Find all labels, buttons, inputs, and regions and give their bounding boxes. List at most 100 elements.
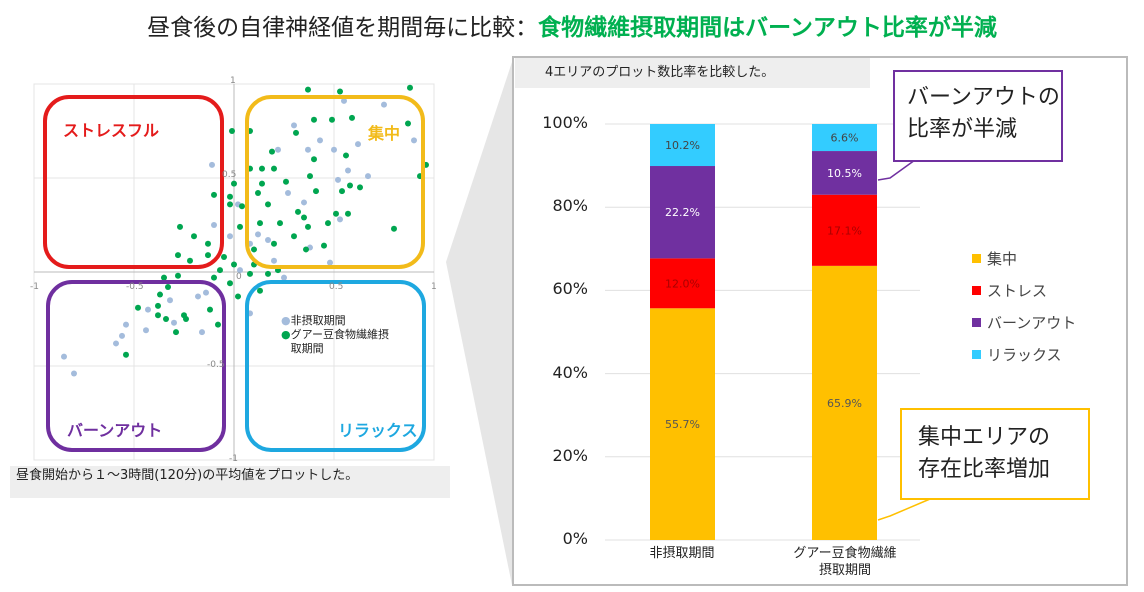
quadrant-concentration-box	[245, 95, 425, 269]
point-intake	[291, 233, 297, 240]
category-line: 非摂取期間	[649, 546, 715, 561]
y-tick: -1	[229, 454, 238, 464]
point-intake	[187, 257, 193, 264]
point-intake	[237, 223, 243, 230]
zoom-connector-shape	[446, 62, 512, 585]
point-intake	[217, 267, 223, 274]
data-label: 6.6%	[831, 132, 859, 145]
point-non-intake	[255, 231, 261, 238]
legend-swatch	[972, 349, 981, 359]
legend-item-relax: リラックス	[972, 338, 1076, 370]
point-non-intake	[195, 293, 201, 300]
point-non-intake	[291, 122, 297, 129]
y-tick: 0.5	[222, 170, 237, 180]
point-intake	[405, 120, 411, 127]
point-intake	[343, 152, 349, 159]
x-tick: -1	[30, 282, 39, 292]
point-non-intake	[301, 199, 307, 206]
point-intake	[333, 210, 339, 217]
legend-item-stress: ストレス	[972, 274, 1076, 306]
point-intake	[175, 272, 181, 279]
data-label: 22.2%	[665, 206, 700, 219]
callout-burnout-pointer	[877, 159, 916, 181]
point-intake	[283, 178, 289, 185]
point-intake	[251, 246, 257, 253]
point-intake	[307, 173, 313, 180]
point-intake	[349, 114, 355, 121]
y-tick-label: 100%	[542, 113, 588, 132]
point-non-intake	[345, 167, 351, 174]
callout-concentration-pointer	[877, 498, 931, 521]
scatter-grid	[33, 83, 435, 461]
bar-segment	[812, 124, 877, 152]
scatter-legend: ●非摂取期間 ● グアー豆食物繊維摂取期間	[281, 314, 391, 356]
legend-label: 集中	[987, 249, 1018, 268]
category-label: グアー豆食物繊維 摂取期間	[765, 545, 925, 579]
legend-label: バーンアウト	[987, 313, 1077, 332]
point-non-intake	[305, 146, 311, 153]
point-intake	[255, 190, 261, 197]
point-non-intake	[275, 146, 281, 153]
point-intake	[259, 180, 265, 187]
point-intake	[205, 240, 211, 247]
legend-label: 非摂取期間	[290, 314, 346, 327]
origin-tick: 0	[236, 272, 242, 282]
point-intake	[271, 165, 277, 172]
point-intake	[293, 129, 299, 136]
point-intake	[305, 223, 311, 230]
point-intake	[265, 270, 271, 277]
bar-segment	[650, 258, 715, 309]
category-label: 非摂取期間	[602, 545, 762, 562]
legend-item-intake: ● グアー豆食物繊維摂取期間	[281, 328, 391, 356]
page-title: 昼食後の自律神経値を期間毎に比較：食物繊維摂取期間はバーンアウト比率が半減	[0, 8, 1144, 42]
bar-caption: 4エリアのプロット数比率を比較した。	[515, 58, 870, 88]
point-non-intake	[61, 353, 67, 360]
point-non-intake	[331, 146, 337, 153]
point-non-intake	[365, 173, 371, 180]
x-tick: 1	[431, 282, 437, 292]
point-intake	[161, 274, 167, 281]
point-non-intake	[381, 101, 387, 108]
bar-chart-panel	[512, 56, 1128, 586]
callout-line: 存在比率増加	[918, 457, 1051, 482]
point-non-intake	[211, 222, 217, 228]
bars: 55.7% 12.0% 22.2% 10.2% 65.9% 17.1% 10.5% 6.6%	[650, 124, 877, 540]
point-intake	[175, 252, 181, 259]
point-intake	[165, 284, 171, 291]
data-label: 65.9%	[827, 397, 862, 410]
category-line: グアー豆食物繊維	[793, 546, 897, 561]
point-intake	[173, 329, 179, 336]
point-intake	[227, 280, 233, 287]
y-tick-label: 40%	[552, 362, 588, 382]
y-tick-label: 60%	[552, 279, 588, 299]
point-non-intake	[237, 267, 243, 274]
legend-marker: ●	[281, 314, 291, 327]
point-intake	[329, 116, 335, 123]
y-tick: -0.5	[207, 360, 225, 370]
point-intake	[303, 246, 309, 253]
quadrant-burnout-box	[46, 280, 226, 452]
data-label: 10.5%	[827, 167, 862, 180]
point-non-intake	[335, 176, 341, 183]
point-non-intake	[203, 289, 209, 296]
point-intake	[311, 156, 317, 163]
point-intake	[191, 233, 197, 240]
bar-segment	[650, 124, 715, 167]
point-intake	[227, 201, 233, 208]
quadrant-label-stressful: ストレスフル	[63, 121, 160, 140]
point-non-intake	[355, 141, 361, 148]
callout-line: バーンアウトの	[907, 85, 1060, 110]
point-non-intake	[341, 97, 347, 104]
point-non-intake	[123, 321, 129, 328]
callout-concentration: 集中エリアの 存在比率増加	[900, 408, 1090, 500]
point-intake	[313, 188, 319, 195]
legend-swatch	[972, 317, 981, 327]
point-intake	[207, 306, 213, 313]
legend-swatch	[972, 253, 981, 263]
data-label: 10.2%	[665, 139, 700, 152]
point-intake	[357, 184, 363, 191]
x-tick: -0.5	[126, 282, 144, 292]
point-non-intake	[167, 297, 173, 304]
scatter-caption: 昼食開始から１～3時間(120分)の平均値をプロットした。	[10, 466, 450, 498]
